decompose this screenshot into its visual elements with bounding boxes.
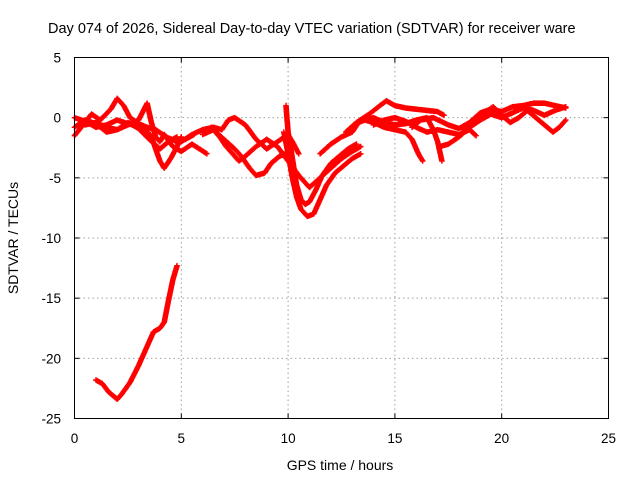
satellite-track-17: [93, 262, 180, 402]
x-tick-label: 10: [281, 431, 296, 446]
satellite-track-6: [199, 126, 289, 179]
y-tick-label: 5: [53, 51, 61, 66]
series-group: [71, 95, 569, 402]
y-tick-label: -20: [41, 351, 61, 366]
satellite-track-9: [283, 102, 360, 208]
chart-title: Day 074 of 2026, Sidereal Day-to-day VTE…: [48, 21, 576, 37]
y-tick-label: -5: [49, 171, 61, 186]
x-tick-label: 20: [494, 431, 509, 446]
x-tick-label: 25: [601, 431, 616, 446]
x-tick-label: 5: [178, 431, 186, 446]
y-axis-label: SDTVAR / TECUs: [5, 182, 21, 294]
x-tick-label: 15: [387, 431, 402, 446]
y-tick-label: -10: [41, 231, 61, 246]
plot-frame: [74, 57, 609, 419]
y-tick-label: -25: [41, 412, 61, 427]
y-tick-label: 0: [53, 111, 61, 126]
y-tick-labels: 5 0 -5 -10 -15 -20 -25: [41, 51, 61, 427]
satellite-track-16: [460, 104, 569, 135]
x-tick-label: 0: [71, 431, 79, 446]
x-tick-labels: 0 5 10 15 20 25: [71, 431, 616, 446]
y-tick-label: -15: [41, 291, 61, 306]
x-axis-label: GPS time / hours: [287, 457, 394, 473]
